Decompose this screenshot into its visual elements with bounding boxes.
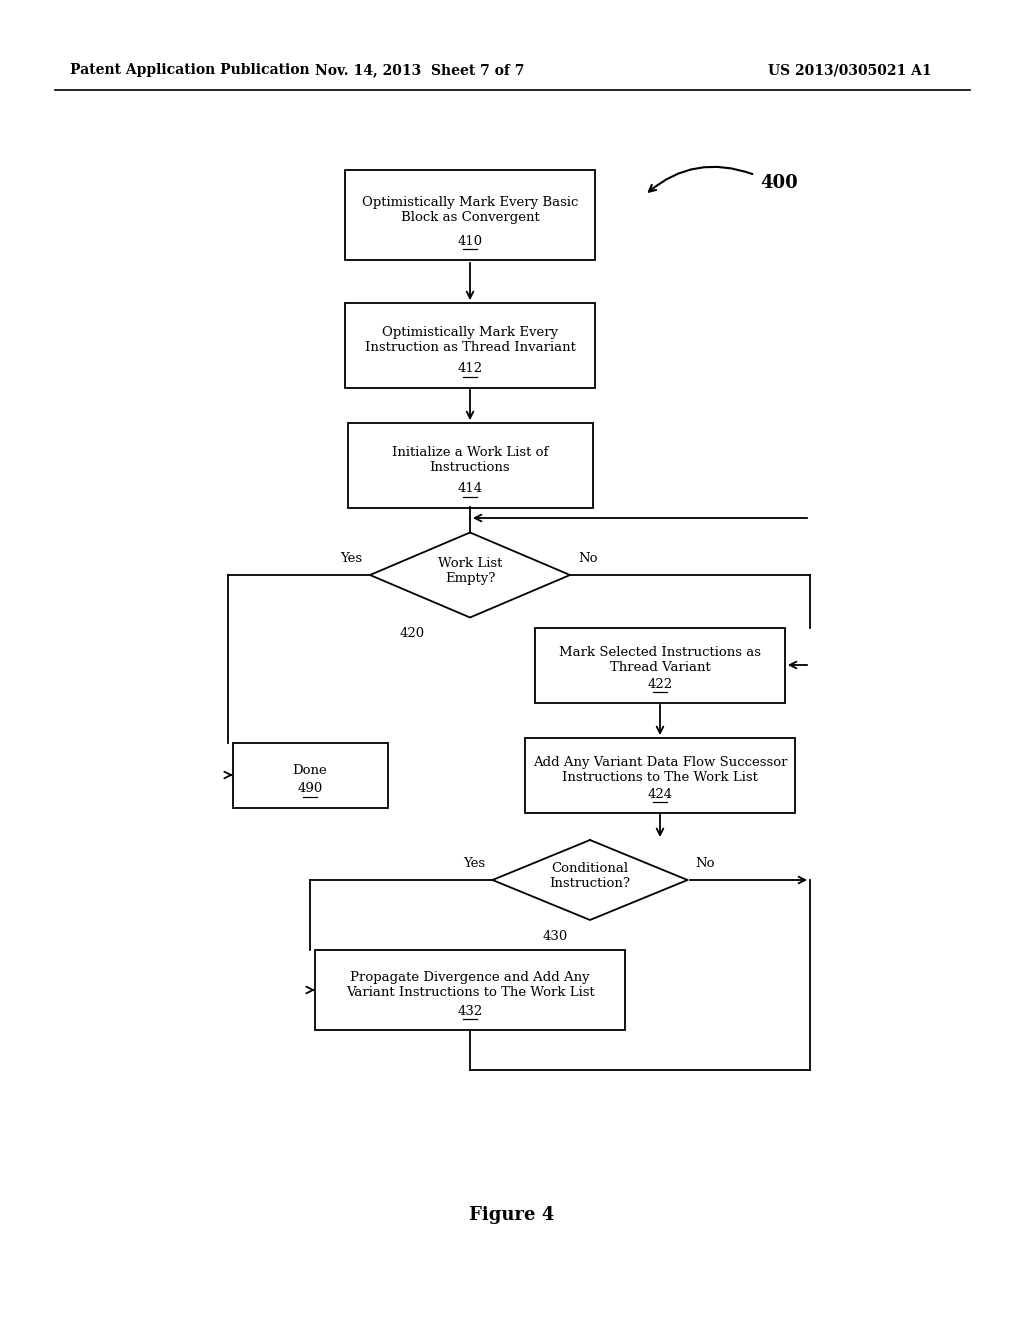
- Text: Conditional
Instruction?: Conditional Instruction?: [550, 862, 631, 890]
- Text: 400: 400: [760, 174, 798, 191]
- Text: US 2013/0305021 A1: US 2013/0305021 A1: [768, 63, 932, 77]
- Text: Figure 4: Figure 4: [469, 1206, 555, 1224]
- Text: Nov. 14, 2013  Sheet 7 of 7: Nov. 14, 2013 Sheet 7 of 7: [315, 63, 524, 77]
- Text: 422: 422: [647, 677, 673, 690]
- Text: 412: 412: [458, 363, 482, 375]
- Text: Yes: Yes: [340, 552, 362, 565]
- Text: 410: 410: [458, 235, 482, 248]
- Polygon shape: [370, 532, 570, 618]
- Text: 432: 432: [458, 1005, 482, 1018]
- Text: 490: 490: [297, 783, 323, 796]
- Text: Optimistically Mark Every Basic
Block as Convergent: Optimistically Mark Every Basic Block as…: [361, 195, 579, 224]
- Text: No: No: [695, 857, 715, 870]
- Text: 420: 420: [400, 627, 425, 640]
- Text: Mark Selected Instructions as
Thread Variant: Mark Selected Instructions as Thread Var…: [559, 645, 761, 675]
- Bar: [347, 422, 593, 507]
- Text: Optimistically Mark Every
Instruction as Thread Invariant: Optimistically Mark Every Instruction as…: [365, 326, 575, 354]
- Polygon shape: [493, 840, 687, 920]
- Text: 424: 424: [647, 788, 673, 800]
- Text: Add Any Variant Data Flow Successor
Instructions to The Work List: Add Any Variant Data Flow Successor Inst…: [532, 756, 787, 784]
- Text: Propagate Divergence and Add Any
Variant Instructions to The Work List: Propagate Divergence and Add Any Variant…: [346, 972, 594, 999]
- Text: Yes: Yes: [463, 857, 485, 870]
- Text: Done: Done: [293, 763, 328, 776]
- Text: 430: 430: [543, 931, 568, 942]
- Bar: [535, 627, 785, 702]
- Bar: [345, 170, 595, 260]
- Text: Work List
Empty?: Work List Empty?: [438, 557, 502, 585]
- Bar: [345, 302, 595, 388]
- Bar: [525, 738, 795, 813]
- Text: Initialize a Work List of
Instructions: Initialize a Work List of Instructions: [392, 446, 548, 474]
- Text: 414: 414: [458, 483, 482, 495]
- Text: No: No: [578, 552, 597, 565]
- Bar: [232, 742, 387, 808]
- Text: Patent Application Publication: Patent Application Publication: [70, 63, 309, 77]
- Bar: [315, 950, 625, 1030]
